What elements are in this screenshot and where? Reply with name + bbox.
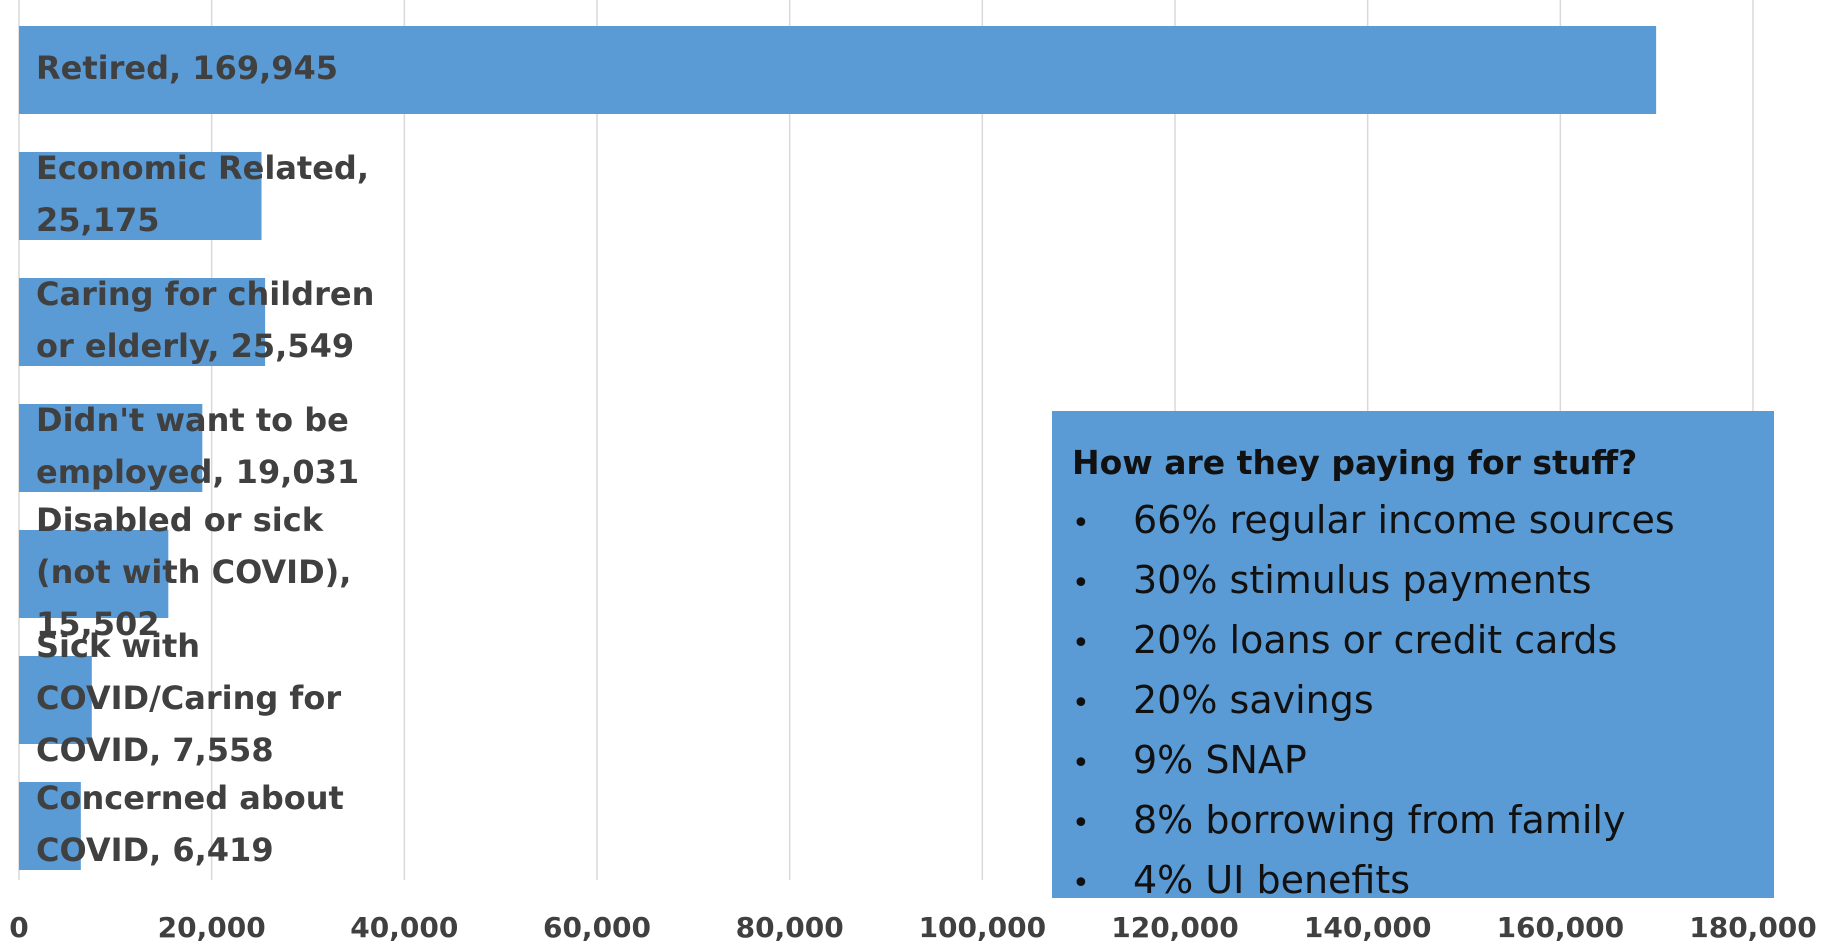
bar: [19, 782, 81, 870]
data-label: Sick with COVID/Caring for COVID, 7,558: [36, 627, 341, 769]
callout-item-text: 4% UI benefits: [1133, 858, 1411, 902]
data-label-line: Concerned about: [36, 779, 344, 817]
callout-item-text: 8% borrowing from family: [1133, 798, 1626, 842]
data-label-line: employed, 19,031: [36, 453, 359, 491]
data-label-line: 25,175: [36, 201, 159, 239]
callout-item: • 20% savings: [1072, 672, 1774, 732]
x-tick-label: 140,000: [1304, 911, 1432, 944]
bullet-icon: •: [1072, 866, 1090, 901]
callout-item-text: 9% SNAP: [1133, 738, 1307, 782]
bullet-icon: •: [1072, 566, 1090, 601]
callout-item-text: 20% loans or credit cards: [1133, 618, 1618, 662]
callout-item: • 8% borrowing from family: [1072, 792, 1774, 852]
data-label-line: or elderly, 25,549: [36, 327, 354, 365]
x-tick-label: 100,000: [919, 911, 1047, 944]
bullet-icon: •: [1072, 626, 1090, 661]
callout-item-text: 20% savings: [1133, 678, 1374, 722]
callout-item: • 30% stimulus payments: [1072, 552, 1774, 612]
bullet-icon: •: [1072, 746, 1090, 781]
funding-sources-callout: How are they paying for stuff? • 66% regu…: [1052, 411, 1774, 902]
data-label-line: Retired, 169,945: [36, 49, 338, 87]
callout-item: • 4% UI benefits: [1072, 852, 1774, 912]
bar: [19, 656, 92, 744]
x-tick-label: 40,000: [350, 911, 458, 944]
data-label: Disabled or sick (not with COVID), 15,502: [36, 501, 351, 643]
callout-item: • 9% SNAP: [1072, 732, 1774, 792]
bar: [19, 404, 203, 492]
callout-title: How are they paying for stuff?: [1072, 443, 1638, 482]
data-label: Economic Related, 25,175: [36, 149, 369, 239]
bar: [19, 152, 262, 240]
data-label-line: COVID/Caring for: [36, 679, 341, 717]
data-label-line: Caring for children: [36, 275, 374, 313]
data-label-line: Sick with: [36, 627, 200, 665]
bar: [19, 278, 266, 366]
callout-item: • 20% loans or credit cards: [1072, 612, 1774, 672]
bullet-icon: •: [1072, 806, 1090, 841]
data-label: Concerned about COVID, 6,419: [36, 779, 344, 869]
data-label-line: (not with COVID),: [36, 553, 351, 591]
data-label: Caring for children or elderly, 25,549: [36, 275, 374, 365]
data-label-line: Disabled or sick: [36, 501, 324, 539]
data-label: Didn't want to be employed, 19,031: [36, 401, 359, 491]
callout-item-text: 30% stimulus payments: [1133, 558, 1592, 602]
data-labels: Retired, 169,945 Economic Related, 25,175 C…: [36, 49, 374, 869]
callout-item: • 66% regular income sources: [1072, 492, 1774, 552]
callout-item-text: 66% regular income sources: [1133, 498, 1675, 542]
data-label-line: COVID, 6,419: [36, 831, 274, 869]
x-axis-ticks: 0 20,000 40,000 60,000 80,000 100,000 120,000 1…: [9, 911, 1817, 944]
bars: [19, 26, 1657, 870]
x-tick-label: 60,000: [543, 911, 651, 944]
bar: [19, 26, 1657, 114]
data-label-line: Didn't want to be: [36, 401, 349, 439]
bar: [19, 530, 169, 618]
x-tick-label: 20,000: [158, 911, 266, 944]
x-tick-label: 0: [9, 911, 28, 944]
data-label-line: Economic Related,: [36, 149, 369, 187]
x-tick-label: 160,000: [1497, 911, 1625, 944]
bullet-icon: •: [1072, 506, 1090, 541]
x-tick-label: 120,000: [1111, 911, 1239, 944]
bullet-icon: •: [1072, 686, 1090, 721]
x-tick-label: 180,000: [1689, 911, 1817, 944]
callout-list: • 66% regular income sources • 30% stimulu…: [1072, 492, 1774, 912]
data-label-line: COVID, 7,558: [36, 731, 274, 769]
data-label: Retired, 169,945: [36, 49, 338, 87]
x-tick-label: 80,000: [736, 911, 844, 944]
data-label-line: 15,502: [36, 605, 159, 643]
